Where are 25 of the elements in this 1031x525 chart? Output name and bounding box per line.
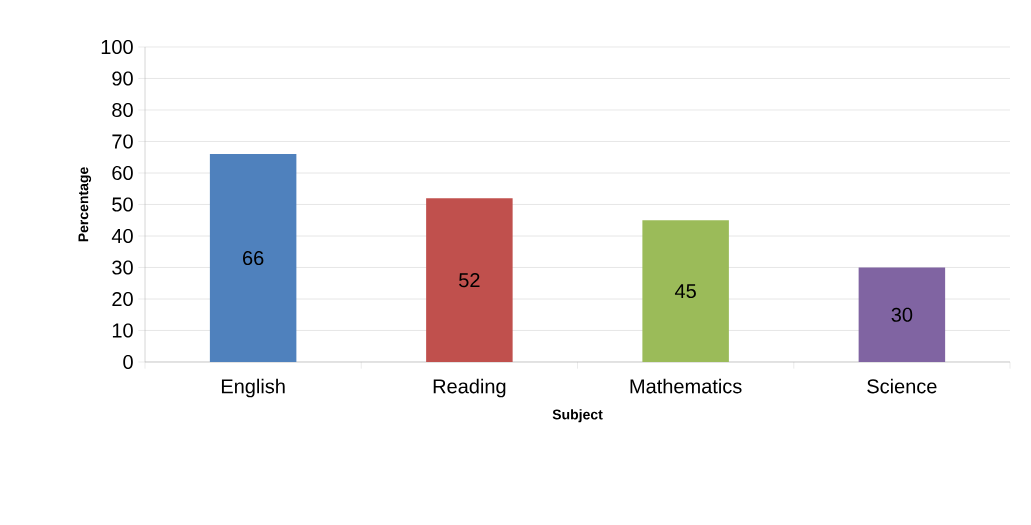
y-tick-label: 50 xyxy=(112,197,133,212)
bar xyxy=(426,198,513,362)
y-tick-label: 90 xyxy=(112,71,133,86)
y-tick-label: 100 xyxy=(101,39,133,55)
y-axis-title: Percentage xyxy=(78,167,92,242)
x-tick-label: English xyxy=(221,378,285,398)
y-tick-label: 0 xyxy=(123,354,133,370)
x-tick-label: Science xyxy=(867,378,937,394)
x-tick-label: Mathematics xyxy=(630,378,742,394)
y-tick-label: 30 xyxy=(112,260,133,275)
data-label: 45 xyxy=(674,284,696,299)
bar xyxy=(209,154,297,362)
y-tick-label: 10 xyxy=(112,323,133,338)
x-axis-title: Subject xyxy=(552,409,603,423)
data-label: 66 xyxy=(243,250,264,266)
bar xyxy=(642,220,729,362)
y-tick-label: 20 xyxy=(112,291,133,307)
y-tick-label: 60 xyxy=(112,165,133,181)
data-label: 52 xyxy=(459,273,480,288)
y-tick-label: 70 xyxy=(112,134,133,149)
bar xyxy=(858,267,946,362)
data-label: 30 xyxy=(891,307,913,322)
y-tick-label: 80 xyxy=(112,102,133,118)
x-tick-label: Reading xyxy=(433,378,506,398)
y-tick-label: 40 xyxy=(111,228,133,244)
